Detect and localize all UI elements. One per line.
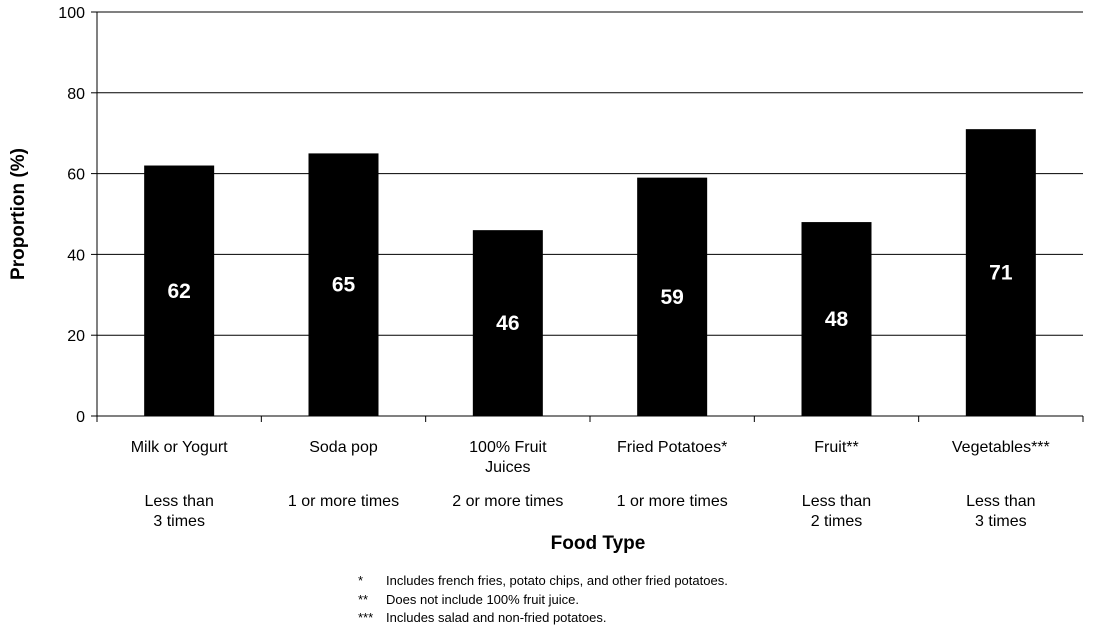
frequency-labels: Less than 3 times 1 or more times 2 or more…: [144, 493, 1035, 530]
data-label: 59: [660, 286, 683, 309]
bars: [144, 129, 1036, 416]
x-axis-title: Food Type: [551, 533, 646, 554]
data-labels: 62 65 46 59 48 71: [167, 262, 1012, 336]
data-label: 62: [167, 280, 190, 303]
y-tick-label: 0: [76, 409, 85, 426]
frequency-label: Less than: [802, 493, 871, 510]
x-tick-labels: Milk or Yogurt Soda pop 100% Fruit Juices Fr…: [96, 416, 1084, 476]
footnote: ** Does not include 100% fruit juice.: [358, 591, 728, 610]
axes: [96, 12, 1083, 417]
frequency-label: 2 times: [811, 513, 863, 530]
bar: [472, 230, 543, 416]
y-tick-labels: 0 20 40 60 80 100: [58, 5, 97, 426]
y-tick-label: 80: [67, 86, 85, 103]
x-tick-label: Soda pop: [309, 439, 378, 456]
footnote-text: Includes french fries, potato chips, and…: [386, 573, 728, 588]
bar-chart: 0 20 40 60 80 100 Milk or Yogurt Soda pop 100% …: [8, 5, 1084, 554]
data-label: 71: [989, 262, 1013, 285]
x-tick-label: Juices: [485, 459, 530, 476]
footnote-mark: ***: [358, 610, 374, 625]
x-tick-label: Vegetables***: [952, 439, 1050, 456]
frequency-label: 2 or more times: [452, 493, 563, 510]
footnote: * Includes french fries, potato chips, a…: [358, 572, 728, 591]
footnote-mark: *: [358, 573, 364, 588]
frequency-label: 1 or more times: [617, 493, 728, 510]
bar: [308, 153, 379, 416]
frequency-label: Less than: [966, 493, 1035, 510]
y-tick-label: 40: [67, 247, 85, 264]
footnote-text: Does not include 100% fruit juice.: [386, 591, 579, 607]
bar: [965, 129, 1036, 416]
footnote: *** Includes salad and non-fried potatoe…: [358, 609, 728, 628]
x-tick-label: Fried Potatoes*: [617, 439, 727, 456]
y-tick-label: 60: [67, 167, 85, 184]
gridlines: [97, 11, 1083, 336]
data-label: 65: [332, 274, 356, 297]
y-axis-title: Proportion (%): [8, 148, 29, 280]
bar: [801, 222, 872, 416]
bar: [637, 177, 708, 416]
frequency-label: Less than: [144, 493, 213, 510]
footnotes: * Includes french fries, potato chips, a…: [358, 572, 728, 628]
x-tick-label: 100% Fruit: [469, 439, 547, 456]
x-tick-label: Milk or Yogurt: [131, 439, 228, 456]
frequency-label: 3 times: [153, 513, 205, 530]
footnote-mark: **: [358, 591, 369, 607]
data-label: 46: [496, 312, 519, 335]
y-tick-label: 100: [58, 5, 85, 22]
y-tick-label: 20: [67, 328, 85, 345]
frequency-label: 3 times: [975, 513, 1027, 530]
frequency-label: 1 or more times: [288, 493, 399, 510]
bar: [144, 165, 215, 416]
x-tick-label: Fruit**: [814, 439, 858, 456]
footnote-text: Includes salad and non-fried potatoes.: [386, 610, 607, 625]
data-label: 48: [825, 308, 849, 331]
